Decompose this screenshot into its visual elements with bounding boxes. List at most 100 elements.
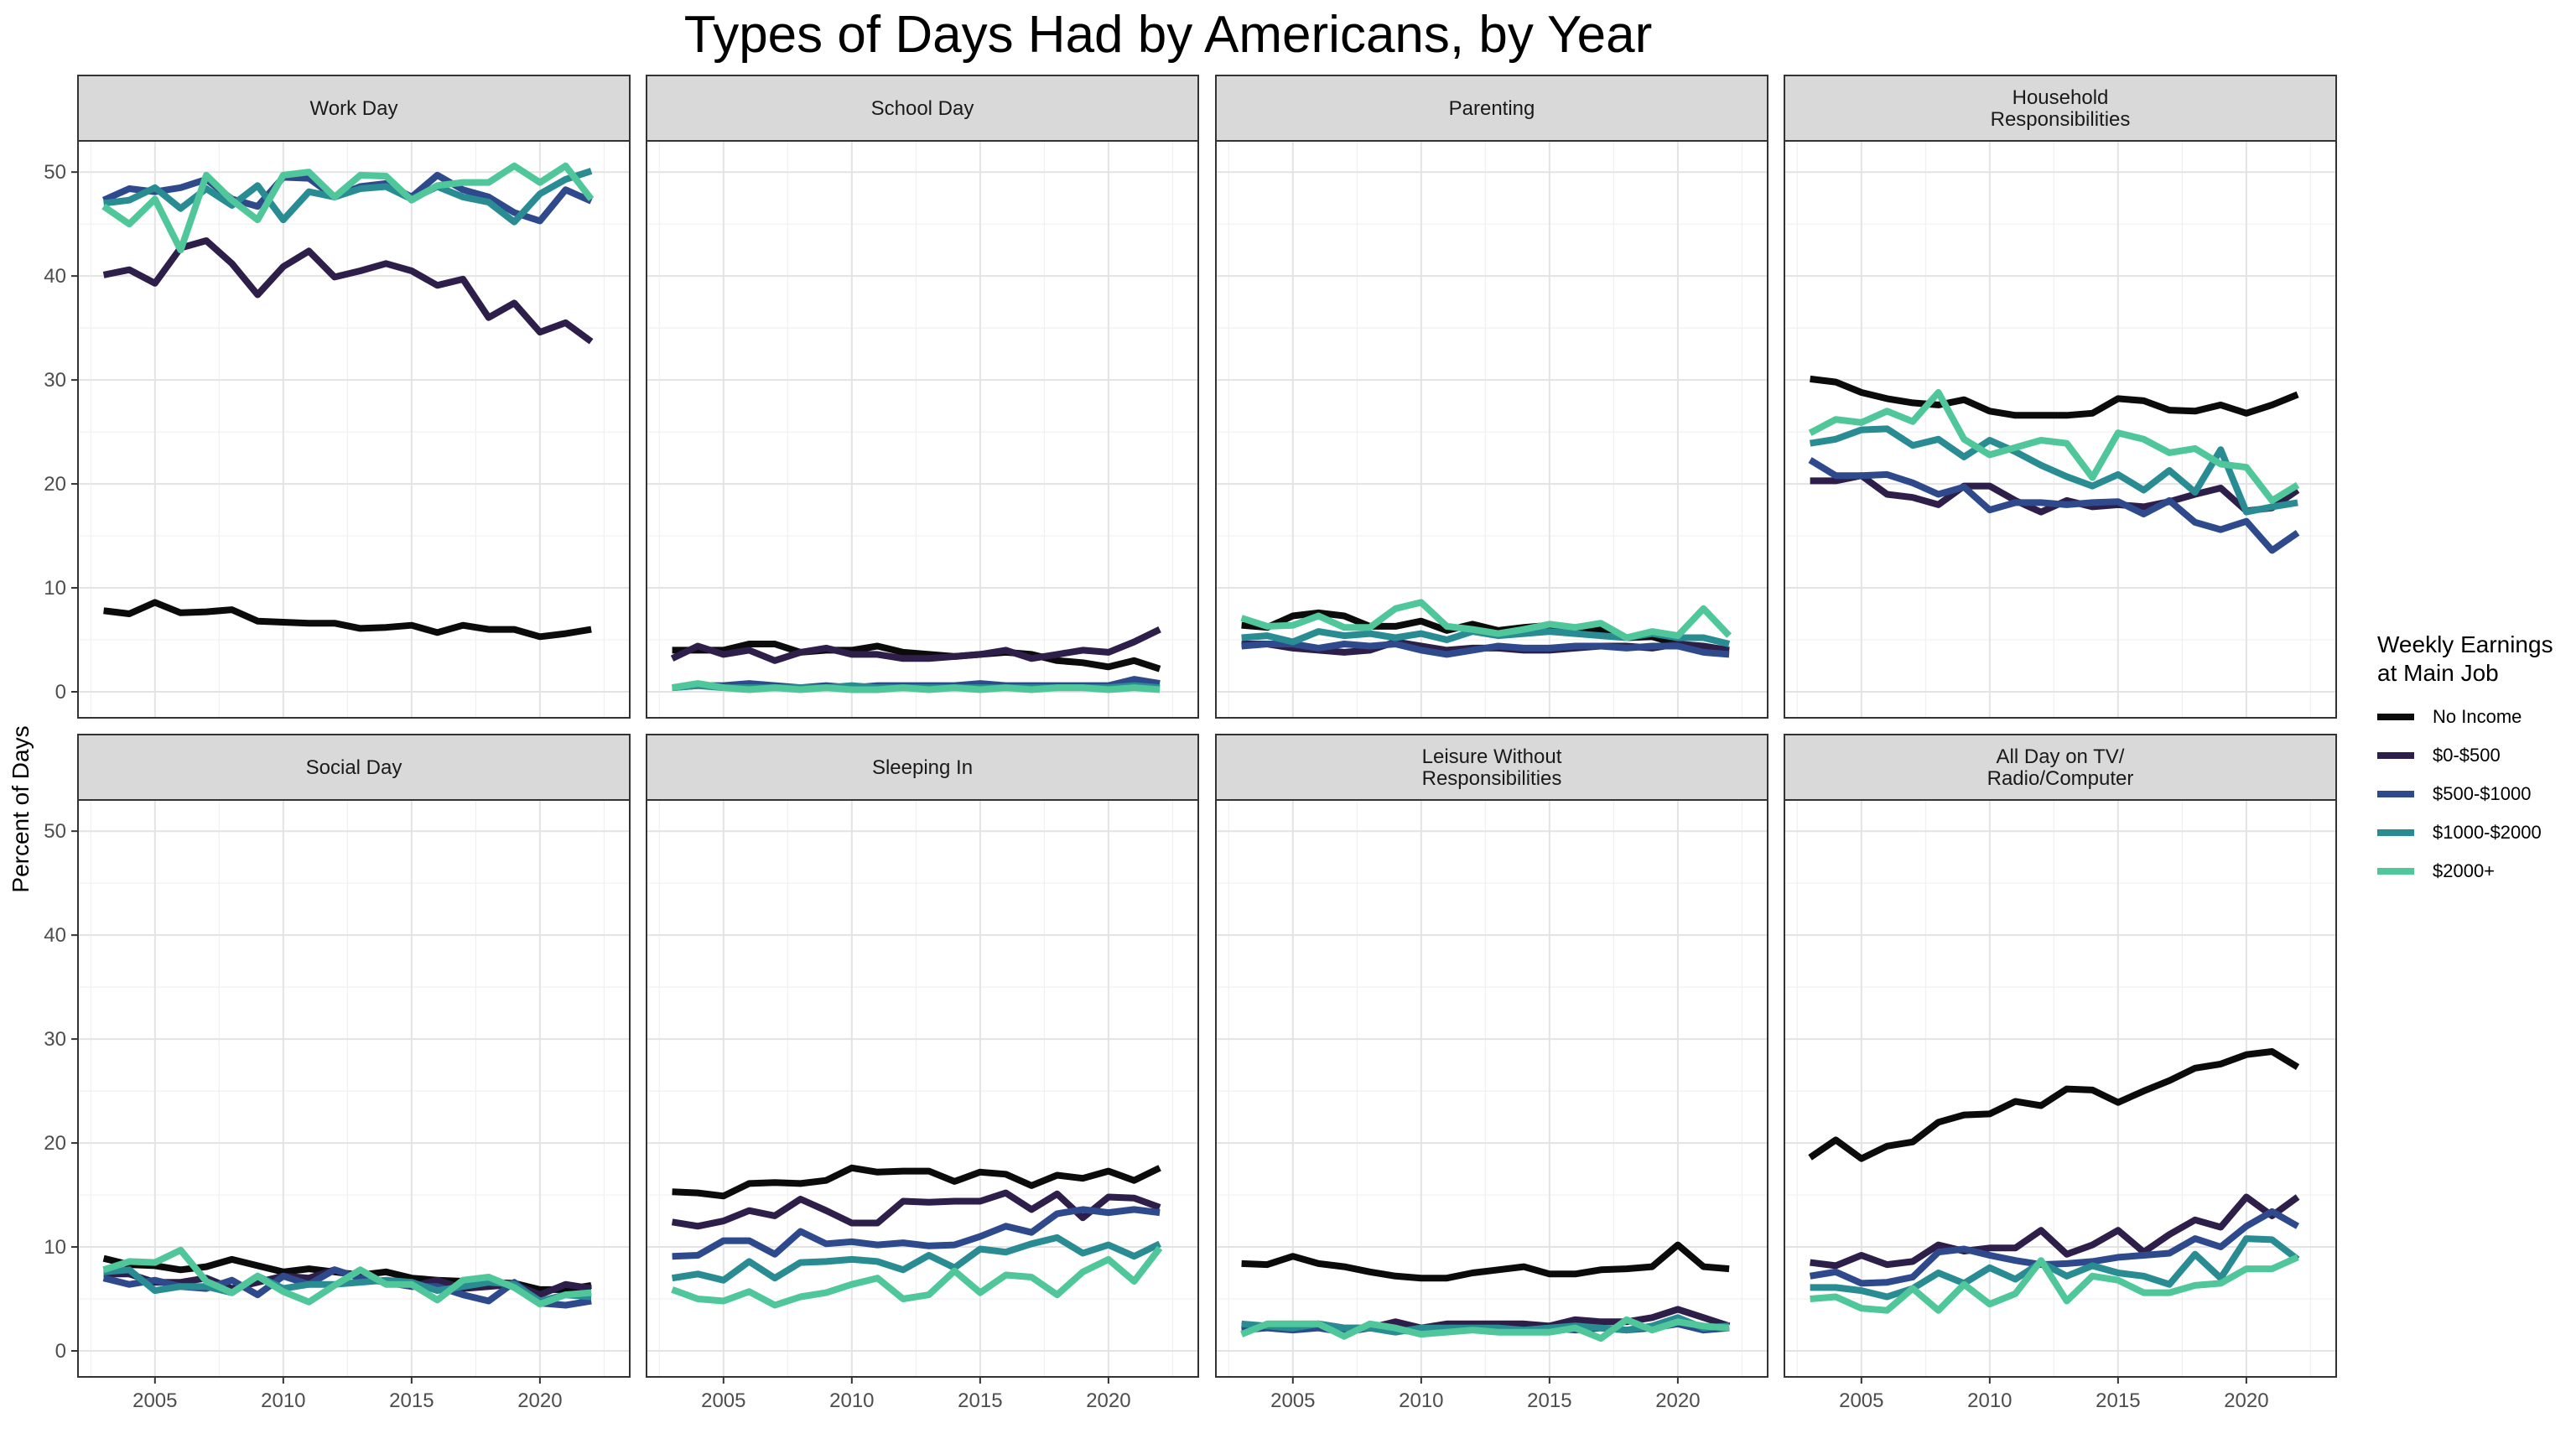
strip-sleeping-in	[646, 734, 1199, 801]
series-line-work-day-2000	[101, 162, 595, 254]
chart-title: Types of Days Had by Americans, by Year	[683, 6, 1653, 64]
x-tick-label: 2005	[1839, 1389, 1883, 1412]
series-line-all-day-on-tv-radio-computer-0-500	[1810, 1193, 2300, 1270]
series-line-sleeping-in-1000-2000	[671, 1233, 1161, 1284]
x-tick-label: 2015	[2096, 1389, 2140, 1412]
legend-item-0-500: $0-$500	[2377, 736, 2553, 775]
x-tick-label: 2020	[1655, 1389, 1700, 1412]
series-line-household-responsibilities-no-income	[1810, 375, 2299, 419]
series-line-sleeping-in-0-500	[671, 1189, 1161, 1230]
strip-leisure-without-responsibilities	[1215, 734, 1768, 801]
legend-label: No Income	[2433, 706, 2522, 727]
y-tick-label: 40	[44, 265, 66, 288]
x-tick-label: 2020	[517, 1389, 562, 1412]
y-tick-label: 0	[55, 681, 66, 704]
legend-label: $1000-$2000	[2433, 822, 2542, 843]
strip-label-school-day: School Day	[871, 97, 974, 120]
panel-border-social-day	[77, 799, 631, 1378]
series-line-all-day-on-tv-radio-computer-1000-2000	[1810, 1235, 2300, 1301]
series-line-sleeping-in-no-income	[672, 1164, 1161, 1200]
series-line-household-responsibilities-500-1000	[1808, 457, 2300, 554]
y-tick-label: 40	[44, 924, 66, 947]
panel-border-parenting	[1215, 140, 1768, 719]
legend-item-1000-2000: $1000-$2000	[2377, 813, 2553, 852]
x-tick-label: 2010	[261, 1389, 305, 1412]
series-line-sleeping-in-2000	[671, 1245, 1163, 1309]
legend-key	[2377, 714, 2414, 720]
legend-item-2000: $2000+	[2377, 852, 2553, 891]
series-line-work-day-1000-2000	[103, 168, 593, 226]
x-tick-label: 2005	[132, 1389, 177, 1412]
legend-key	[2377, 791, 2414, 797]
series-line-all-day-on-tv-radio-computer-no-income	[1808, 1048, 2300, 1162]
legend-title: Weekly Earnings at Main Job	[2377, 631, 2553, 686]
y-tick-label: 20	[44, 1132, 66, 1155]
y-tick-label: 30	[44, 369, 66, 392]
series-line-household-responsibilities-2000	[1808, 389, 2300, 504]
series-line-social-day-2000	[102, 1246, 592, 1308]
y-tick-label: 10	[44, 1236, 66, 1259]
strip-label-household-responsibilities: Household Responsibilities	[1991, 86, 2131, 131]
strip-label-parenting: Parenting	[1449, 97, 1535, 120]
x-tick-label: 2020	[1086, 1389, 1130, 1412]
legend-label: $0-$500	[2433, 745, 2501, 766]
panel-border-household-responsibilities	[1784, 140, 2337, 719]
strip-label-social-day: Social Day	[306, 756, 402, 779]
strip-label-work-day: Work Day	[310, 97, 398, 120]
series-line-parenting-2000	[1240, 599, 1732, 641]
x-tick-label: 2005	[701, 1389, 745, 1412]
y-tick-label: 30	[44, 1028, 66, 1051]
x-tick-label: 2020	[2224, 1389, 2268, 1412]
y-tick-label: 50	[44, 161, 66, 184]
x-tick-label: 2015	[958, 1389, 1002, 1412]
series-line-household-responsibilities-1000-2000	[1809, 425, 2298, 516]
series-line-school-day-2000	[671, 680, 1161, 693]
series-line-parenting-500-1000	[1241, 641, 1730, 658]
panel-background-sleeping-in	[647, 800, 1198, 1377]
strip-label-leisure-without-responsibilities: Leisure Without Responsibilities	[1422, 745, 1562, 790]
x-tick-label: 2010	[1967, 1389, 2012, 1412]
strip-household-responsibilities	[1784, 75, 2337, 142]
strip-label-all-day-on-tv-radio-computer: All Day on TV/Radio/Computer	[1987, 745, 2134, 790]
series-line-leisure-without-responsibilities-2000	[1240, 1316, 1730, 1343]
panel-border-leisure-without-responsibilities	[1215, 799, 1768, 1378]
legend-key	[2377, 829, 2414, 836]
series-line-leisure-without-responsibilities-no-income	[1241, 1241, 1730, 1282]
y-tick-label: 0	[55, 1340, 66, 1363]
y-tick-label: 10	[44, 577, 66, 600]
panel-background-leisure-without-responsibilities	[1216, 800, 1768, 1377]
legend-label: $500-$1000	[2433, 783, 2532, 804]
strip-work-day	[77, 75, 631, 142]
legend-item-500-1000: $500-$1000	[2377, 775, 2553, 813]
legend: Weekly Earnings at Main Job No Income $0-…	[2377, 631, 2553, 891]
y-tick-label: 50	[44, 820, 66, 843]
series-line-all-day-on-tv-radio-computer-500-1000	[1809, 1208, 2300, 1287]
series-line-sleeping-in-500-1000	[672, 1206, 1161, 1260]
legend-key	[2377, 868, 2414, 875]
x-tick-label: 2005	[1270, 1389, 1315, 1412]
x-tick-label: 2015	[389, 1389, 434, 1412]
panel-background-work-day	[78, 141, 630, 718]
series-line-school-day-no-income	[672, 641, 1161, 673]
x-tick-label: 2010	[829, 1389, 874, 1412]
panel-border-all-day-on-tv-radio-computer	[1784, 799, 2337, 1378]
strip-all-day-on-tv-radio-computer	[1784, 734, 2337, 801]
y-axis-title: Percent of Days	[8, 725, 34, 892]
series-line-work-day-no-income	[103, 599, 592, 641]
series-line-school-day-0-500	[670, 626, 1161, 664]
y-tick-label: 20	[44, 473, 66, 496]
panel-border-school-day	[646, 140, 1199, 719]
panel-background-school-day	[647, 141, 1198, 718]
panel-border-work-day	[77, 140, 631, 719]
legend-items: No Income $0-$500 $500-$1000 $1000-$2000 $20…	[2377, 698, 2553, 891]
legend-label: $2000+	[2433, 860, 2496, 881]
legend-item-no-income: No Income	[2377, 698, 2553, 736]
panel-border-sleeping-in	[646, 799, 1199, 1378]
x-tick-label: 2010	[1399, 1389, 1443, 1412]
series-line-all-day-on-tv-radio-computer-2000	[1810, 1254, 2299, 1314]
strip-label-sleeping-in: Sleeping In	[872, 756, 973, 779]
strip-school-day	[646, 75, 1199, 142]
legend-key	[2377, 752, 2414, 759]
x-tick-label: 2015	[1527, 1389, 1571, 1412]
